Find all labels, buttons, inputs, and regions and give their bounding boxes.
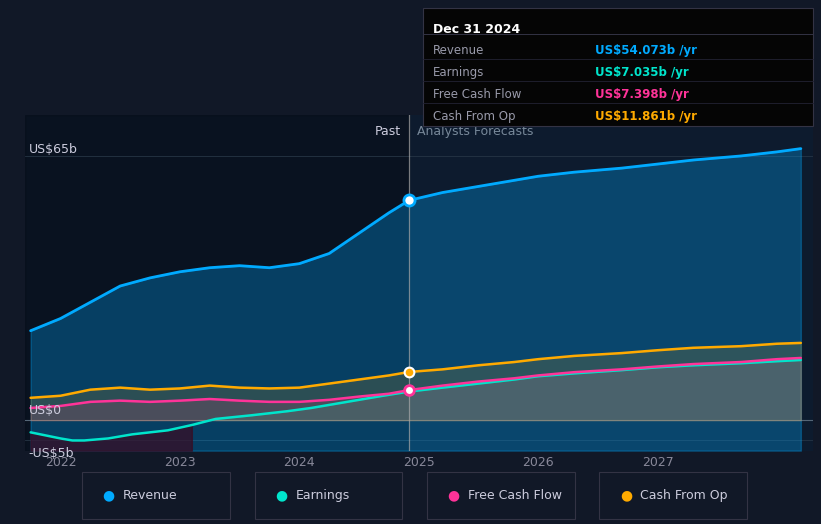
Text: Past: Past <box>375 125 401 138</box>
Text: Dec 31 2024: Dec 31 2024 <box>433 23 520 36</box>
Text: US$65b: US$65b <box>29 143 77 156</box>
Text: US$54.073b /yr: US$54.073b /yr <box>595 43 697 57</box>
Text: -US$5b: -US$5b <box>29 447 74 460</box>
Text: US$7.035b /yr: US$7.035b /yr <box>595 66 689 79</box>
Text: Revenue: Revenue <box>123 489 178 501</box>
Text: Free Cash Flow: Free Cash Flow <box>433 88 521 101</box>
Text: ●: ● <box>275 488 287 502</box>
Text: US$7.398b /yr: US$7.398b /yr <box>595 88 689 101</box>
Text: Earnings: Earnings <box>433 66 484 79</box>
Text: US$0: US$0 <box>29 404 62 417</box>
Text: ●: ● <box>103 488 115 502</box>
Text: Analysts Forecasts: Analysts Forecasts <box>417 125 534 138</box>
Text: Free Cash Flow: Free Cash Flow <box>468 489 562 501</box>
Text: Revenue: Revenue <box>433 43 484 57</box>
Text: ●: ● <box>620 488 632 502</box>
Text: ●: ● <box>447 488 460 502</box>
Text: US$11.861b /yr: US$11.861b /yr <box>595 111 697 123</box>
Text: Cash From Op: Cash From Op <box>640 489 728 501</box>
Bar <box>25 115 409 451</box>
Text: Earnings: Earnings <box>296 489 350 501</box>
Text: Cash From Op: Cash From Op <box>433 111 515 123</box>
